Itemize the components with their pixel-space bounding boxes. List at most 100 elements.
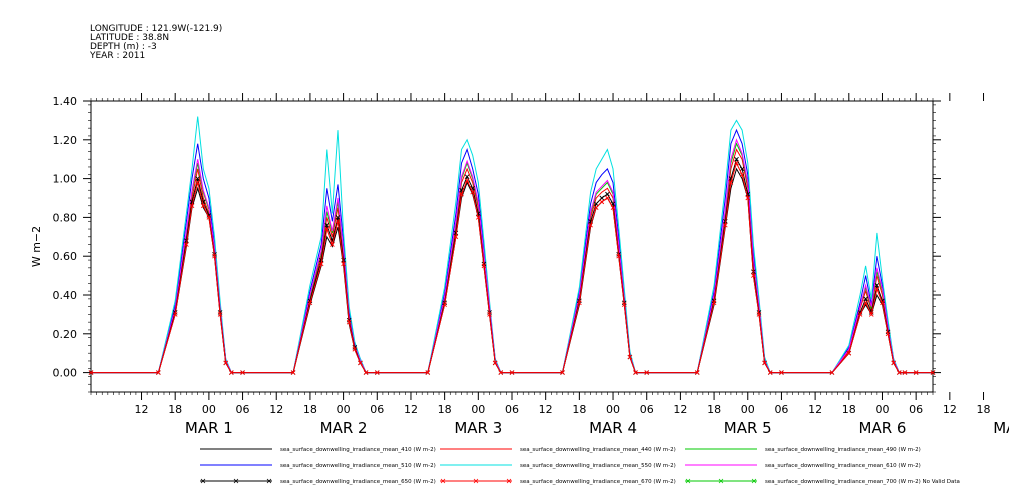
series-marker-7 [560, 370, 565, 375]
series-marker-7 [476, 215, 481, 220]
series-marker-7 [184, 242, 189, 247]
series-marker-6 [734, 156, 739, 162]
x-hour-tick-label: 12 [269, 403, 283, 416]
series-marker-7 [610, 205, 616, 211]
legend-marker-7 [473, 478, 479, 484]
series-marker-7 [880, 300, 885, 306]
series-marker-7 [779, 370, 784, 375]
legend-marker-8 [685, 478, 691, 484]
series-marker-7 [863, 300, 868, 306]
x-hour-tick-label: 00 [606, 403, 620, 416]
x-day-tick-label: MAR 7 [993, 419, 1009, 437]
series-marker-7 [605, 195, 610, 201]
series-marker-7 [913, 370, 919, 375]
series-marker-7 [363, 370, 369, 375]
x-hour-tick-label: 00 [741, 403, 755, 416]
series-marker-7 [577, 300, 582, 306]
series-marker-7 [307, 300, 313, 306]
legend: sea_surface_downwelling_irradiance_mean_… [200, 447, 960, 485]
series-marker-7 [722, 222, 728, 228]
legend-marker-7 [440, 478, 446, 484]
series-marker-6 [593, 201, 599, 207]
depth-line: DEPTH (m) : -3 [90, 42, 157, 52]
plot-series [88, 116, 936, 375]
x-hour-tick-label: 18 [572, 403, 586, 416]
series-marker-6 [722, 218, 728, 224]
series-marker-6 [605, 191, 610, 197]
year-line: YEAR : 2011 [89, 51, 145, 61]
series-marker-7 [318, 261, 324, 267]
series-marker-7 [487, 312, 492, 317]
y-tick-label: 1.40 [53, 95, 78, 108]
series-marker-7 [330, 242, 335, 247]
x-hour-tick-label: 06 [370, 403, 384, 416]
series-marker-7 [897, 370, 902, 375]
series-line-7 [91, 161, 933, 374]
series-line-5 [91, 138, 933, 374]
series-marker-6 [324, 222, 330, 228]
series-marker-7 [200, 203, 206, 209]
y-tick-label: 0.40 [53, 289, 78, 302]
series-marker-7 [829, 370, 835, 375]
legend-label-1: sea_surface_downwelling_irradiance_mean_… [520, 447, 676, 453]
y-tick-label: 0.00 [53, 367, 78, 380]
x-hour-tick-label: 18 [842, 403, 856, 416]
series-marker-7 [885, 331, 891, 337]
x-hour-tick-label: 18 [303, 403, 317, 416]
series-marker-7 [324, 226, 330, 232]
series-marker-7 [341, 261, 346, 267]
legend-marker-7 [506, 478, 512, 484]
series-marker-7 [868, 312, 874, 317]
y-tick-label: 1.00 [53, 173, 78, 186]
series-marker-7 [728, 180, 734, 185]
series-marker-7 [857, 312, 863, 317]
dataset-metadata: LONGITUDE : 121.9W(-121.9) LATITUDE : 38… [89, 24, 222, 61]
legend-label-8: sea_surface_downwelling_irradiance_mean_… [765, 479, 960, 485]
x-hour-tick-label: 06 [774, 403, 788, 416]
y-tick-label: 1.20 [53, 134, 78, 147]
series-marker-6 [464, 174, 470, 179]
series-marker-7 [694, 370, 700, 375]
x-hour-tick-label: 12 [808, 403, 822, 416]
x-hour-tick-label: 18 [168, 403, 182, 416]
series-marker-7 [212, 253, 217, 259]
series-marker-7 [621, 302, 627, 308]
x-hour-tick-label: 12 [943, 403, 957, 416]
x-hour-tick-label: 06 [909, 403, 923, 416]
series-marker-7 [290, 370, 296, 375]
legend-marker-8 [751, 478, 757, 484]
legend-marker-6 [200, 478, 206, 484]
series-marker-7 [481, 263, 487, 269]
series-marker-7 [891, 360, 897, 366]
series-marker-6 [739, 166, 745, 172]
y-axis-label: W m−2 [30, 226, 43, 267]
series-marker-7 [588, 222, 593, 228]
series-marker-7 [846, 350, 852, 356]
legend-label-0: sea_surface_downwelling_irradiance_mean_… [280, 447, 436, 453]
legend-label-7: sea_surface_downwelling_irradiance_mean_… [520, 479, 676, 485]
series-marker-7 [195, 180, 200, 185]
x-day-tick-label: MAR 4 [589, 419, 637, 437]
series-marker-7 [616, 253, 621, 259]
series-marker-7 [756, 312, 762, 317]
series-marker-6 [184, 238, 189, 243]
series-marker-6 [599, 195, 605, 201]
series-marker-7 [189, 203, 195, 209]
series-marker-7 [374, 370, 380, 375]
series-line-4 [91, 116, 933, 374]
latitude-line: LATITUDE : 38.8N [90, 33, 169, 43]
series-marker-7 [599, 199, 605, 205]
series-marker-7 [206, 215, 212, 220]
series-marker-7 [874, 286, 880, 292]
series-marker-7 [930, 370, 936, 375]
x-hour-tick-label: 12 [539, 403, 553, 416]
x-hour-tick-label: 06 [640, 403, 654, 416]
series-marker-6 [318, 257, 324, 263]
series-marker-7 [156, 370, 161, 375]
y-tick-label: 0.60 [53, 250, 78, 263]
x-day-tick-label: MAR 6 [859, 419, 907, 437]
series-marker-7 [767, 370, 773, 375]
series-marker-6 [874, 282, 880, 288]
series-line-1 [91, 148, 933, 374]
